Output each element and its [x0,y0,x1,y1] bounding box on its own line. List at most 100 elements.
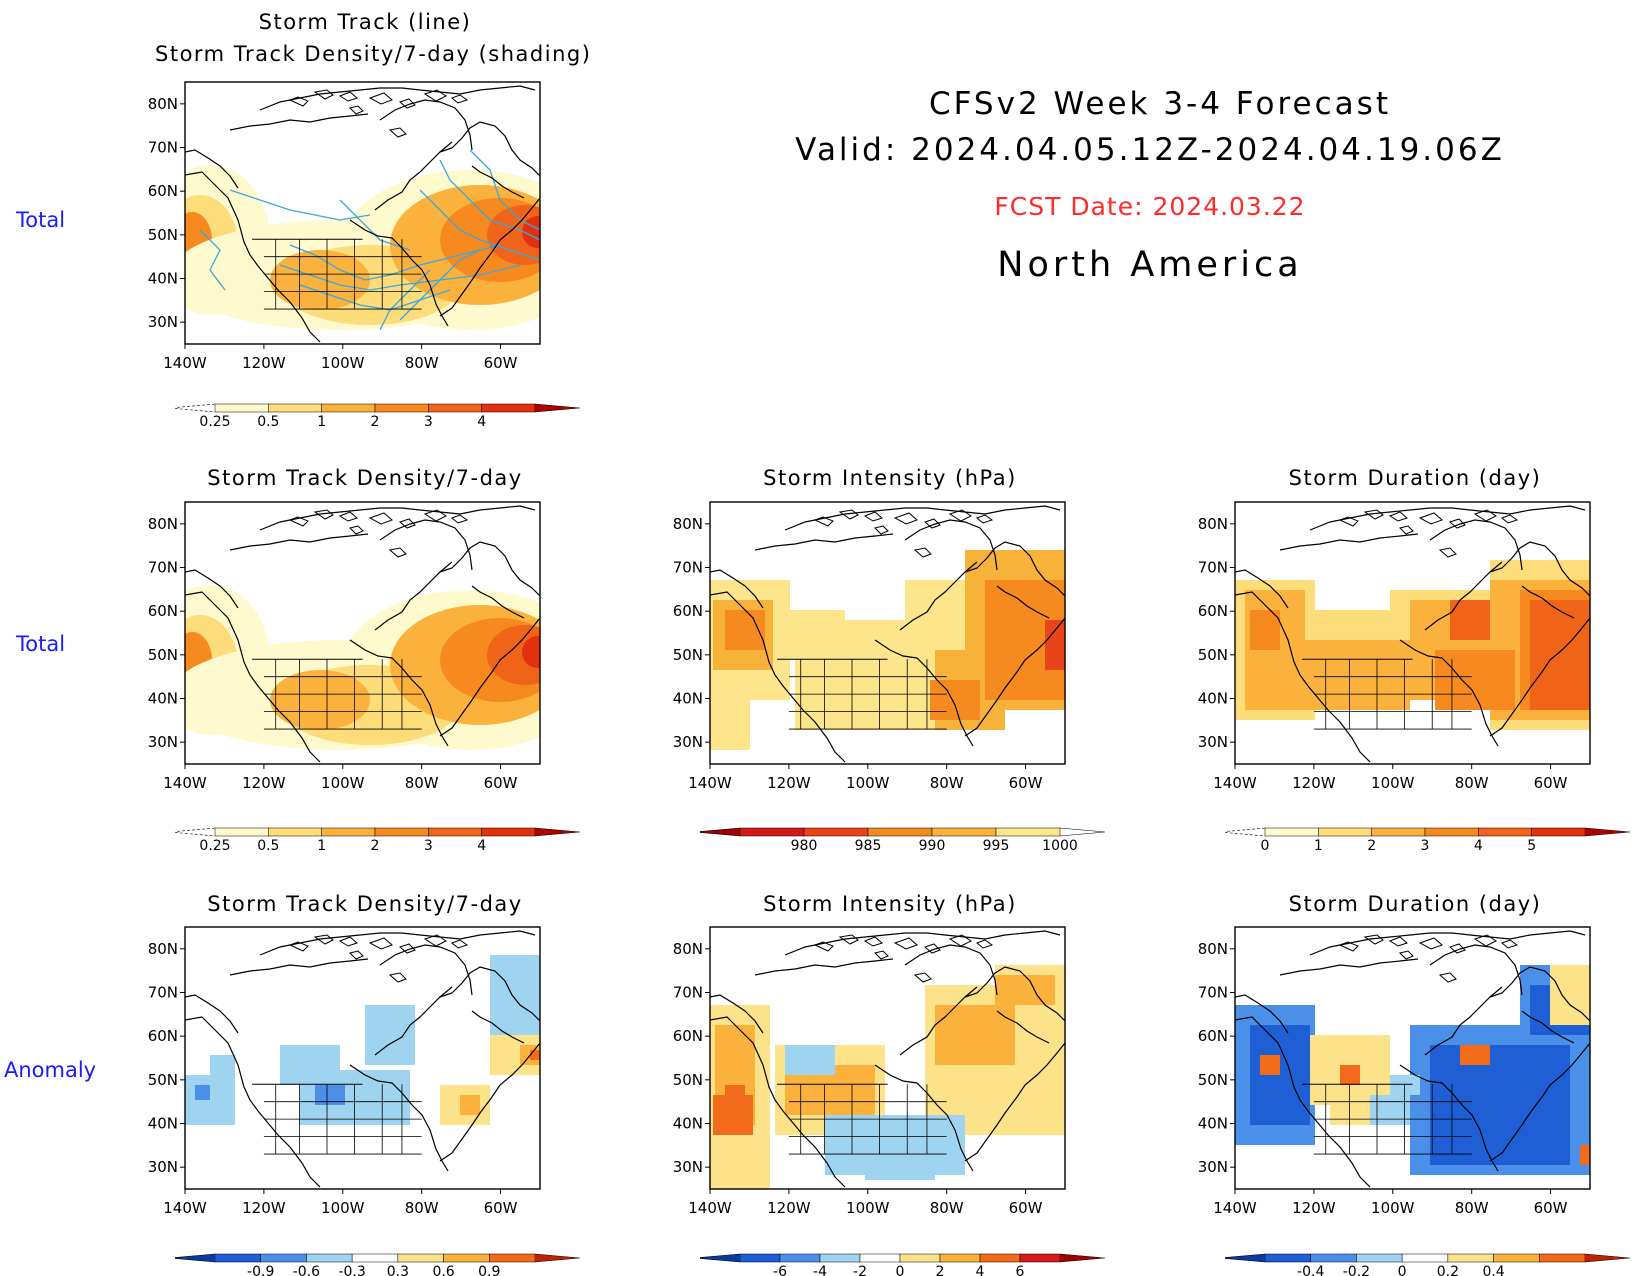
lon-tick-label: 80W [1455,774,1489,792]
lat-tick-label: 30N [1198,1158,1228,1176]
panel3-title: Storm Intensity (hPa) [763,466,1017,490]
colorbar-label: 0.4 [1482,1264,1504,1276]
lat-tick-label: 50N [148,1071,178,1089]
lat-tick-label: 60N [148,182,178,200]
lon-tick-label: 120W [242,1199,286,1217]
lon-tick-label: 60W [484,1199,518,1217]
lon-tick-label: 140W [163,1199,207,1217]
colorbar-segment [1264,827,1319,837]
colorbar-segment [1019,1253,1061,1263]
colorbar-segment [321,403,376,413]
colorbar-label: 3 [424,414,433,430]
lat-tick-label: 60N [673,1027,703,1045]
colorbar-label: -6 [773,1264,787,1276]
colorbar-segment [268,403,322,413]
colorbar-segment [351,1253,399,1263]
colorbar-label: -0.2 [1343,1264,1370,1276]
panel7-title: Storm Duration (day) [1288,892,1542,916]
panel7-colorbar: -0.4 -0.2 0 0.2 0.4 [1225,1253,1631,1276]
colorbar-label: 4 [477,838,486,854]
colorbar-segment [779,1253,821,1263]
lon-tick-label: 80W [1455,1199,1489,1217]
colorbar-label: 0.25 [199,838,230,854]
panel3-colorbar: 980 985 990 995 1000 [700,827,1106,854]
colorbar-label: 995 [983,838,1010,854]
lat-tick-label: 60N [673,602,703,620]
lat-tick-label: 40N [1198,690,1228,708]
colorbar-label: 0 [896,1264,905,1276]
lat-tick-label: 70N [148,984,178,1002]
colorbar-label: 6 [1016,1264,1025,1276]
colorbar-segment [739,827,805,837]
panel2-title: Storm Track Density/7-day [207,466,523,490]
lon-tick-label: 120W [767,1199,811,1217]
colorbar-label: 0.9 [478,1264,500,1276]
colorbar-segment [489,1253,536,1263]
colorbar-segment [306,1253,353,1263]
lon-tick-label: 140W [1213,1199,1257,1217]
panel6-map: 80N 70N 60N 50N 40N 30N 140W 120W 100W 80W 60W [673,926,1066,1217]
lon-tick-label: 120W [1292,1199,1336,1217]
colorbar-segment [867,827,933,837]
colorbar-label: 0 [1398,1264,1407,1276]
colorbar-segment [214,827,269,837]
lat-tick-label: 50N [148,226,178,244]
lat-tick-label: 50N [673,1071,703,1089]
colorbar-label: 990 [919,838,946,854]
colorbar-segment [1531,827,1586,837]
lat-tick-label: 50N [1198,1071,1228,1089]
lon-tick-label: 60W [1009,1199,1043,1217]
lon-tick-label: 80W [405,354,439,372]
colorbar-segment [268,827,322,837]
lat-tick-label: 30N [1198,733,1228,751]
lat-tick-label: 40N [673,690,703,708]
colorbar-label: -0.3 [338,1264,365,1276]
lon-tick-label: 140W [163,774,207,792]
lat-tick-label: 80N [673,940,703,958]
lat-tick-label: 40N [148,690,178,708]
colorbar-label: 2 [1367,838,1376,854]
colorbar-label: 2 [371,414,380,430]
colorbar-label: -4 [813,1264,827,1276]
colorbar-segment [995,827,1061,837]
lat-tick-label: 70N [1198,984,1228,1002]
lon-tick-label: 80W [930,774,964,792]
colorbar-segment [819,1253,861,1263]
colorbar-segment [1356,1253,1403,1263]
lat-tick-label: 70N [673,984,703,1002]
lat-tick-label: 30N [673,1158,703,1176]
lon-tick-label: 60W [1534,774,1568,792]
valid-range: Valid: 2024.04.05.12Z-2024.04.19.06Z [795,132,1505,168]
colorbar-segment [1424,827,1479,837]
colorbar-segment [1493,1253,1540,1263]
colorbar-segment [739,1253,781,1263]
colorbar-segment [374,403,429,413]
panel5-colorbar: -0.9 -0.6 -0.3 0.3 0.6 0.9 [175,1253,581,1276]
colorbar-label: 4 [1474,838,1483,854]
colorbar-segment [1539,1253,1586,1263]
colorbar-segment [321,827,376,837]
row-label-total-2: Total [16,632,66,656]
panel7-map: 80N 70N 60N 50N 40N 30N 140W 120W 100W 80W 60W [1198,926,1591,1217]
panel2-map: 80N 70N 60N 50N 40N 30N 140W 120W 100W 80W 60W [148,501,541,792]
colorbar-segment [979,1253,1021,1263]
panel2-colorbar: 0.25 0.5 1 2 3 4 [175,827,581,854]
lon-tick-label: 120W [1292,774,1336,792]
lat-tick-label: 50N [673,646,703,664]
lon-tick-label: 100W [321,774,365,792]
lat-tick-label: 50N [1198,646,1228,664]
colorbar-segment [443,1253,490,1263]
colorbar-label: 0.6 [432,1264,454,1276]
colorbar-label: 1 [317,838,326,854]
colorbar-label: 1 [317,414,326,430]
lon-tick-label: 120W [242,774,286,792]
panel1-title-line2: Storm Track Density/7-day (shading) [155,42,592,66]
lon-tick-label: 80W [405,774,439,792]
colorbar-segment [1264,1253,1311,1263]
panel3-map: 80N 70N 60N 50N 40N 30N 140W 120W 100W 80W 60W [673,501,1066,792]
colorbar-label: -0.9 [247,1264,274,1276]
lon-tick-label: 100W [321,354,365,372]
lon-tick-label: 120W [767,774,811,792]
lat-tick-label: 60N [148,1027,178,1045]
lat-tick-label: 40N [148,1115,178,1133]
